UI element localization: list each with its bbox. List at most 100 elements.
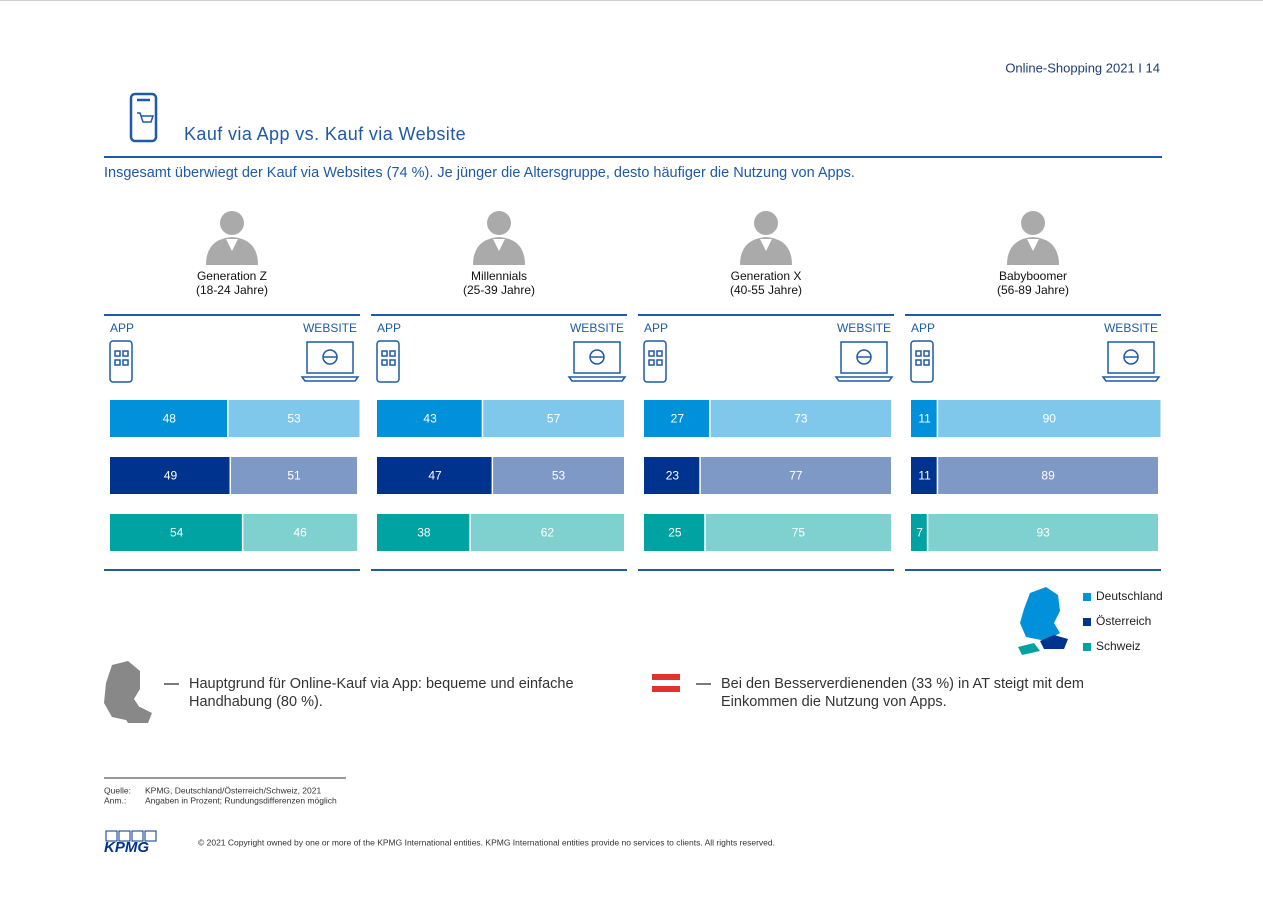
bar-value-label: 90 (1043, 412, 1057, 426)
app-tile (656, 350, 663, 357)
series-label: WEBSITE (1104, 321, 1158, 335)
bar-segment (911, 400, 937, 437)
app-icon (910, 340, 934, 383)
phone-outline (643, 340, 667, 383)
bar-value-label: 47 (428, 469, 442, 483)
app-tile (122, 359, 129, 366)
bar-segment (705, 514, 891, 551)
bar-value-label: 43 (423, 412, 437, 426)
person-head (487, 211, 511, 235)
bar-segment (938, 400, 1161, 437)
person-collar (493, 239, 505, 251)
bar-value-label: 11 (918, 412, 931, 426)
bar-value-label: 48 (163, 412, 177, 426)
app-tile (381, 350, 388, 357)
legend-swatch (1083, 643, 1091, 651)
slide-subtitle: Insgesamt überwiegt der Kauf via Website… (104, 165, 855, 181)
laptop-base (1101, 376, 1161, 382)
bar-segment (110, 457, 230, 494)
person-icon (1007, 211, 1059, 265)
series-label: WEBSITE (303, 321, 357, 335)
bar-value-label: 49 (164, 469, 178, 483)
series-label: APP (911, 321, 935, 335)
source: KPMG, Deutschland/Österreich/Schweiz, 20… (145, 785, 321, 795)
app-tile (923, 359, 930, 366)
bar-segment (377, 457, 492, 494)
app-icon (643, 340, 667, 383)
series-label: WEBSITE (570, 321, 624, 335)
bar-value-label: 62 (541, 526, 555, 540)
person-collar (226, 239, 238, 251)
bar-segment (231, 457, 357, 494)
website-icon (567, 341, 627, 382)
bar-segment (228, 400, 360, 437)
bar-segment (710, 400, 891, 437)
bar-segment (911, 514, 927, 551)
laptop-screen (1107, 341, 1155, 374)
app-tile (915, 359, 922, 366)
laptop-base (834, 376, 894, 382)
germany-gray-icon (104, 661, 152, 723)
bar-value-label: 7 (916, 526, 923, 540)
bar-segment (911, 457, 937, 494)
laptop-screen (306, 341, 354, 374)
app-tile (114, 359, 121, 366)
bar-segment (938, 457, 1158, 494)
legend-label: Österreich (1096, 614, 1151, 628)
bar-segment (483, 400, 624, 437)
app-tile (389, 350, 396, 357)
bar-segment (470, 514, 624, 551)
note: Angaben in Prozent; Rundungsdifferenzen … (145, 795, 337, 805)
bar-segment (644, 400, 710, 437)
app-tile (915, 350, 922, 357)
app-tile (923, 350, 930, 357)
person-collar (760, 239, 772, 251)
person-head (754, 211, 778, 235)
source-label: Quelle: (104, 785, 131, 795)
phone-outline (910, 340, 934, 383)
bar-segment (110, 514, 242, 551)
person-icon (740, 211, 792, 265)
laptop-screen (840, 341, 888, 374)
bar-value-label: 89 (1041, 469, 1055, 483)
bar-segment (644, 457, 700, 494)
bar-segment (644, 514, 705, 551)
app-tile (114, 350, 121, 357)
phone-outline (376, 340, 400, 383)
bar-segment (377, 514, 470, 551)
bar-segment (110, 400, 228, 437)
bar-value-label: 23 (666, 469, 680, 483)
legend-label: Deutschland (1096, 589, 1163, 603)
group-title: Generation Z (197, 269, 267, 283)
callout: Hauptgrund für Online-Kauf via App: bequ… (189, 676, 574, 710)
person-icon (473, 211, 525, 265)
map-icon (1018, 587, 1068, 655)
app-icon (376, 340, 400, 383)
bar-value-label: 38 (417, 526, 431, 540)
website-icon (834, 341, 894, 382)
note-label: Anm.: (104, 795, 126, 805)
bar-value-label: 11 (918, 469, 931, 483)
app-tile (381, 359, 388, 366)
bar-value-label: 93 (1036, 526, 1050, 540)
series-label: APP (377, 321, 401, 335)
legend-swatch (1083, 618, 1091, 626)
website-icon (1101, 341, 1161, 382)
group-subtitle: (25-39 Jahre) (463, 283, 535, 297)
group-title: Babyboomer (999, 269, 1067, 283)
laptop-base (300, 376, 360, 382)
person-collar (1027, 239, 1039, 251)
website-icon (300, 341, 360, 382)
person-head (1021, 211, 1045, 235)
app-tile (389, 359, 396, 366)
person-head (220, 211, 244, 235)
phone-icon (129, 92, 158, 143)
bar-segment (700, 457, 891, 494)
bar-value-label: 25 (668, 526, 682, 540)
bar-value-label: 51 (287, 469, 301, 483)
group-subtitle: (40-55 Jahre) (730, 283, 802, 297)
logo: KPMG (104, 839, 149, 856)
group-title: Millennials (471, 269, 527, 283)
series-label: APP (644, 321, 668, 335)
bar-value-label: 46 (294, 526, 308, 540)
